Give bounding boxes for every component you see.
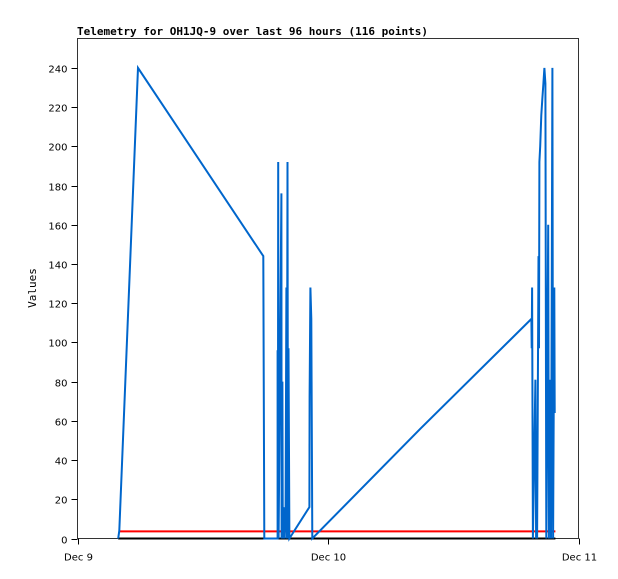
x-tick-label: Dec 11 (562, 553, 597, 564)
y-tick-label: 80 (55, 379, 68, 390)
y-tick-label: 220 (48, 104, 67, 115)
x-tick-label: Dec 10 (311, 553, 346, 564)
chart-title: Telemetry for OH1JQ-9 over last 96 hours… (77, 25, 428, 38)
y-tick-label: 120 (48, 300, 67, 311)
y-tick-label: 20 (55, 496, 68, 507)
series-line (117, 64, 556, 542)
y-tick-label: 60 (55, 418, 68, 429)
plot-frame (77, 38, 579, 539)
x-tick-label: Dec 9 (64, 553, 93, 564)
y-tick-label: 40 (55, 457, 68, 468)
y-tick-label: 0 (61, 536, 67, 547)
y-tick-label: 160 (48, 222, 67, 233)
y-tick-label: 100 (48, 339, 67, 350)
y-axis-label: Values (26, 268, 39, 308)
y-tick-label: 180 (48, 183, 67, 194)
y-tick-label: 140 (48, 261, 67, 272)
y-tick-label: 240 (48, 65, 67, 76)
y-tick-label: 200 (48, 143, 67, 154)
